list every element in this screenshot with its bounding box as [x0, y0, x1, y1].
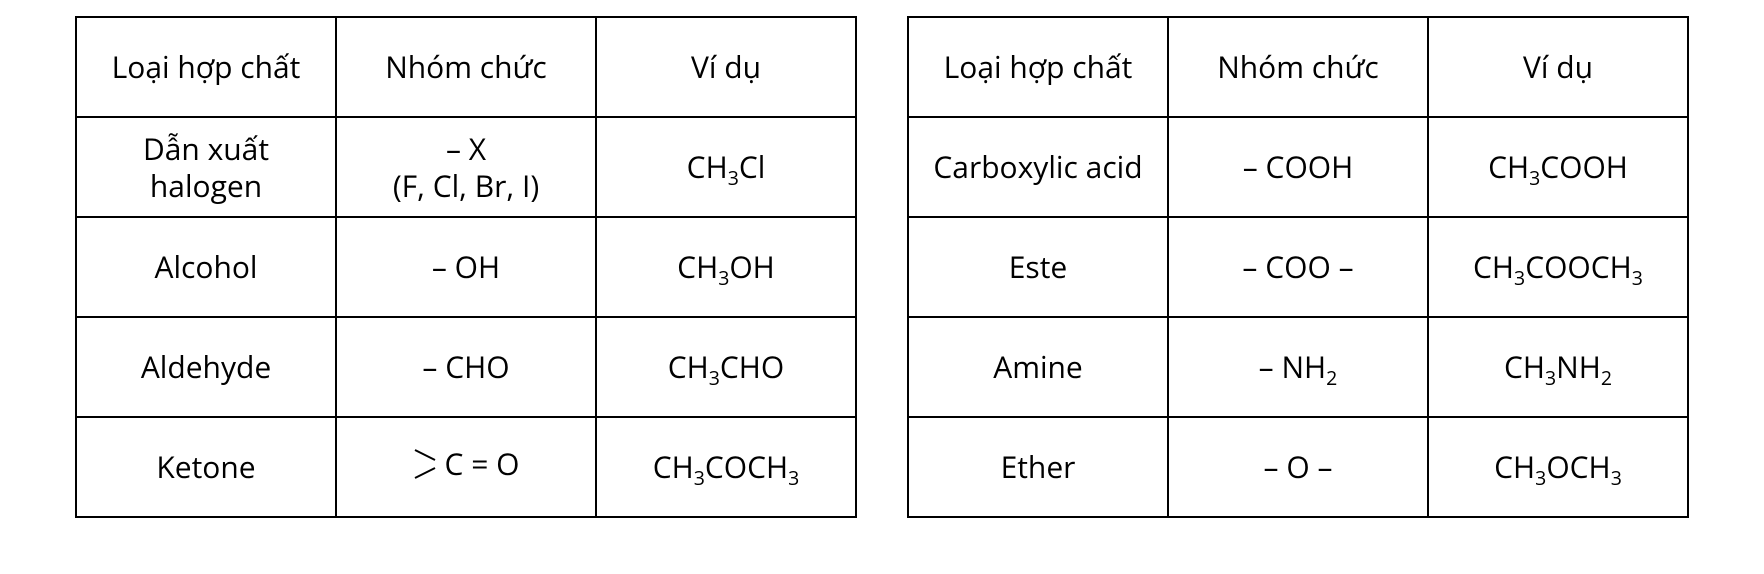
compound-type-cell: Amine: [908, 317, 1168, 417]
table-row: Ether– O –CH3OCH3: [908, 417, 1688, 517]
example-cell: CH3COCH3: [596, 417, 856, 517]
example-cell: CH3OCH3: [1428, 417, 1688, 517]
example-cell: CH3OH: [596, 217, 856, 317]
functional-group-cell: – NH2: [1168, 317, 1428, 417]
example-cell: CH3COOH: [1428, 117, 1688, 217]
functional-group-cell: – COO –: [1168, 217, 1428, 317]
functional-group-cell: – O –: [1168, 417, 1428, 517]
compound-type-cell: Carboxylic acid: [908, 117, 1168, 217]
table-header-row: Loại hợp chấtNhóm chứcVí dụ: [908, 17, 1688, 117]
compound-type-cell: Ether: [908, 417, 1168, 517]
ketone-group-symbol: C = O: [413, 445, 520, 483]
example-cell: CH3CHO: [596, 317, 856, 417]
table-row: Ketone C = O CH3COCH3: [76, 417, 856, 517]
functional-group-cell: C = O: [336, 417, 596, 517]
compound-type-cell: Ketone: [76, 417, 336, 517]
functional-group-cell: – X(F, Cl, Br, I): [336, 117, 596, 217]
table-row: Alcohol– OHCH3OH: [76, 217, 856, 317]
column-header: Ví dụ: [1428, 17, 1688, 117]
example-cell: CH3Cl: [596, 117, 856, 217]
column-header: Nhóm chức: [1168, 17, 1428, 117]
functional-group-cell: – CHO: [336, 317, 596, 417]
table-row: Carboxylic acid– COOHCH3COOH: [908, 117, 1688, 217]
compound-table-1: Loại hợp chấtNhóm chứcVí dụDẫn xuất halo…: [75, 16, 857, 518]
functional-group-cell: – OH: [336, 217, 596, 317]
table-row: Dẫn xuất halogen– X(F, Cl, Br, I)CH3Cl: [76, 117, 856, 217]
compound-type-cell: Aldehyde: [76, 317, 336, 417]
table-row: Amine– NH2CH3NH2: [908, 317, 1688, 417]
compound-type-cell: Dẫn xuất halogen: [76, 117, 336, 217]
table-header-row: Loại hợp chấtNhóm chứcVí dụ: [76, 17, 856, 117]
compound-type-cell: Alcohol: [76, 217, 336, 317]
column-header: Loại hợp chất: [76, 17, 336, 117]
column-header: Nhóm chức: [336, 17, 596, 117]
compound-table-2: Loại hợp chấtNhóm chứcVí dụCarboxylic ac…: [907, 16, 1689, 518]
column-header: Loại hợp chất: [908, 17, 1168, 117]
column-header: Ví dụ: [596, 17, 856, 117]
example-cell: CH3COOCH3: [1428, 217, 1688, 317]
functional-group-cell: – COOH: [1168, 117, 1428, 217]
compound-type-cell: Este: [908, 217, 1168, 317]
example-cell: CH3NH2: [1428, 317, 1688, 417]
table-row: Aldehyde– CHOCH3CHO: [76, 317, 856, 417]
table-row: Este– COO –CH3COOCH3: [908, 217, 1688, 317]
ketone-group-text: C = O: [445, 445, 520, 483]
tables-container: Loại hợp chấtNhóm chứcVí dụDẫn xuất halo…: [16, 16, 1748, 518]
